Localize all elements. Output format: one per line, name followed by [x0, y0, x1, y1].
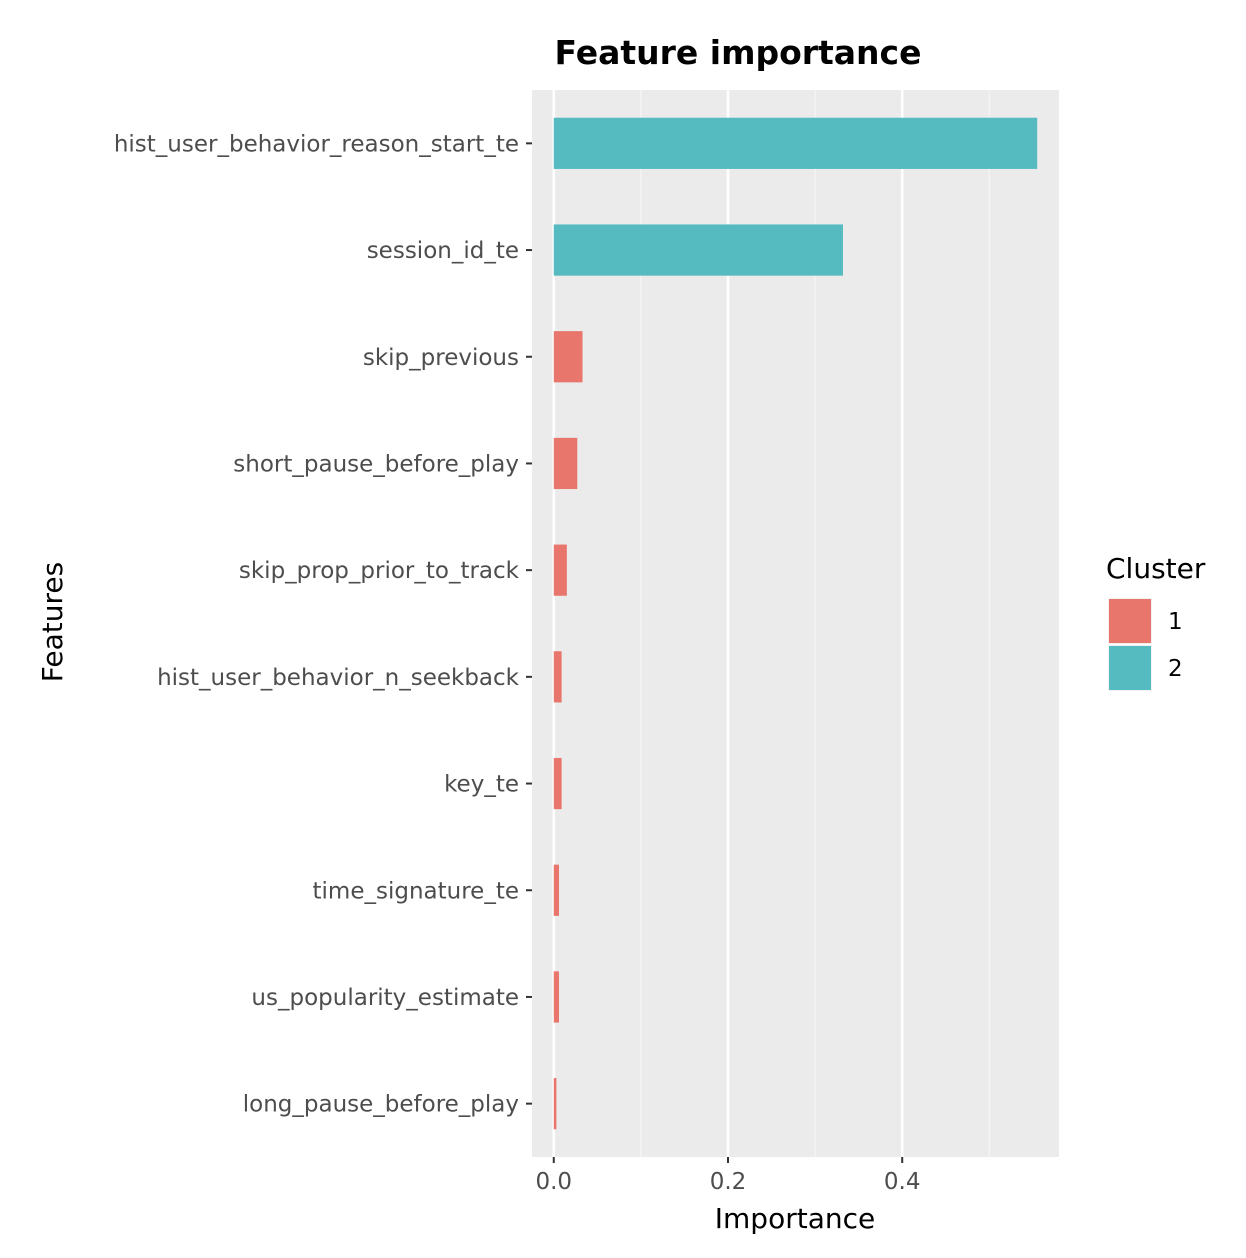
y-tick-label: hist_user_behavior_n_seekback — [157, 665, 520, 691]
bar-hist_user_behavior_reason_start_te — [553, 117, 1038, 169]
chart-title: Feature importance — [554, 33, 921, 72]
y-axis-title: Features — [36, 562, 69, 682]
y-tick-label: key_te — [444, 772, 519, 798]
legend-swatch-2 — [1109, 646, 1151, 690]
bar-key_te — [553, 757, 562, 810]
y-tick-label: long_pause_before_play — [243, 1092, 519, 1118]
y-tick-label: session_id_te — [367, 238, 519, 264]
y-tick-label: short_pause_before_play — [233, 451, 519, 477]
x-tick-label: 0.2 — [710, 1169, 747, 1195]
legend-label-2: 2 — [1168, 656, 1183, 682]
x-axis-title: Importance — [715, 1202, 875, 1235]
legend-label-1: 1 — [1168, 609, 1183, 635]
y-tick-label: us_popularity_estimate — [251, 985, 519, 1011]
bar-us_popularity_estimate — [553, 971, 560, 1023]
x-tick-label: 0.4 — [884, 1169, 921, 1195]
bar-time_signature_te — [553, 864, 560, 916]
y-axis: hist_user_behavior_reason_start_tesessio… — [114, 131, 532, 1118]
bar-skip_previous — [553, 331, 583, 383]
y-tick-label: time_signature_te — [313, 878, 519, 904]
x-axis: 0.0 0.2 0.4 — [535, 1157, 920, 1195]
bar-skip_prop_prior_to_track — [553, 544, 567, 596]
bar-short_pause_before_play — [553, 437, 578, 490]
bar-long_pause_before_play — [553, 1078, 557, 1130]
bars — [553, 117, 1038, 1130]
bar-session_id_te — [553, 224, 843, 276]
legend: Cluster 1 2 — [1106, 552, 1206, 691]
bar-hist_user_behavior_n_seekback — [553, 651, 562, 703]
y-tick-label: skip_previous — [363, 345, 519, 371]
x-tick-label: 0.0 — [535, 1169, 572, 1195]
y-tick-label: hist_user_behavior_reason_start_te — [114, 131, 519, 157]
legend-title: Cluster — [1106, 552, 1206, 585]
legend-swatch-1 — [1109, 599, 1151, 643]
y-tick-label: skip_prop_prior_to_track — [239, 558, 520, 584]
